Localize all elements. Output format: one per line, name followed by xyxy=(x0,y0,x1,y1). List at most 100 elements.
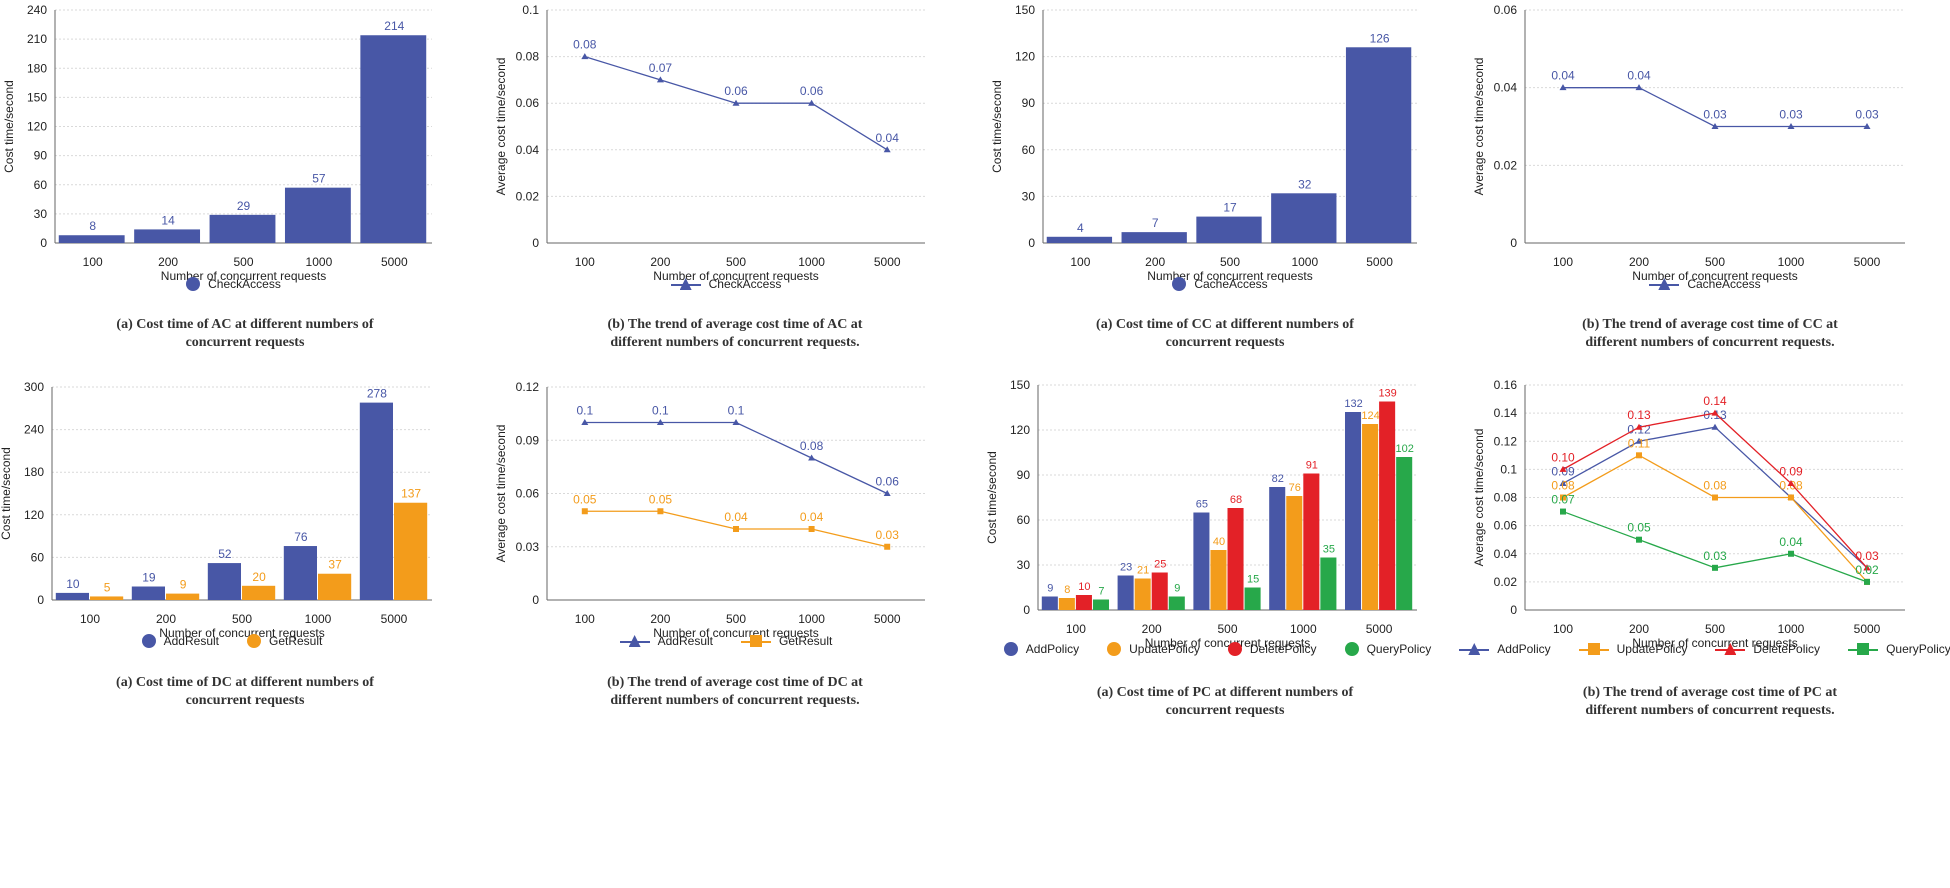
x-tick-label: 100 xyxy=(575,255,595,269)
chart-svg: 0 30 60 90 120 150 100 200 500 1000 5000 Number of … xyxy=(985,378,1417,650)
x-tick-label: 5000 xyxy=(874,255,901,269)
legend-swatch xyxy=(1459,642,1490,656)
x-axis-label: Number of concurrent requests xyxy=(161,269,326,283)
x-tick-label: 5000 xyxy=(381,612,408,626)
data-point xyxy=(1787,479,1795,486)
x-tick-label: 100 xyxy=(1553,622,1573,636)
data-point xyxy=(732,419,740,425)
bar xyxy=(207,563,241,600)
data-point xyxy=(1559,84,1567,91)
figure-caption: (b) The trend of average cost time of CC… xyxy=(1490,316,1930,352)
point-data-label: 0.14 xyxy=(1703,394,1727,408)
y-tick-label: 0 xyxy=(40,236,47,250)
bar-data-label: 7 xyxy=(1098,586,1104,598)
bar xyxy=(1134,578,1151,610)
caption-line: concurrent requests xyxy=(185,693,305,708)
y-tick-label: 0.09 xyxy=(516,433,540,447)
figure-caption: (b) The trend of average cost time of AC… xyxy=(510,316,960,352)
x-tick-label: 1000 xyxy=(1778,622,1805,636)
data-point xyxy=(883,490,891,496)
data-point xyxy=(1635,437,1643,444)
bar xyxy=(1345,47,1412,243)
bar-data-label: 278 xyxy=(367,387,387,401)
figure-caption: (b) The trend of average cost time of DC… xyxy=(510,674,960,710)
point-data-label: 0.03 xyxy=(1703,549,1727,563)
data-point xyxy=(1788,550,1794,557)
legend: CacheAccess xyxy=(1023,277,1417,291)
data-point xyxy=(1712,494,1718,501)
y-tick-label: 0 xyxy=(1510,603,1517,617)
chart-svg: 0 0.02 0.04 0.06 0.08 0.1 0.12 0.14 0.16 100 200 50… xyxy=(1472,378,1905,650)
x-tick-label: 5000 xyxy=(1366,255,1393,269)
series-line xyxy=(1562,454,1868,583)
data-point xyxy=(1864,578,1870,585)
data-point xyxy=(656,76,664,83)
caption-line: different numbers of concurrent requests… xyxy=(1585,703,1835,718)
data-point xyxy=(1559,479,1567,486)
caption-line: (a) Cost time of PC at different numbers… xyxy=(1096,685,1354,700)
data-point xyxy=(581,419,589,425)
bar-data-label: 40 xyxy=(1213,536,1225,548)
chart-dc-cost: 0 60 120 180 240 300 100 200 500 1000 5000 Number o… xyxy=(0,380,490,815)
chart-svg: 0 30 60 90 120 150 100 200 500 1000 5000 Number of … xyxy=(990,3,1417,283)
point-data-label: 0.08 xyxy=(573,38,597,52)
y-tick-label: 0.06 xyxy=(516,487,540,501)
legend: AddResult GetResult xyxy=(527,634,925,648)
y-tick-label: 180 xyxy=(24,465,44,479)
point-data-label: 0.03 xyxy=(1855,108,1879,122)
point-data-label: 0.03 xyxy=(1855,549,1879,563)
y-axis-label: Cost time/second xyxy=(0,447,13,540)
x-axis-label: Number of concurrent requests xyxy=(1632,636,1797,650)
data-point xyxy=(808,454,816,461)
caption-line: concurrent requests xyxy=(185,335,305,350)
legend-item: UpdatePolicy xyxy=(1578,642,1687,656)
bar-data-label: 10 xyxy=(66,577,80,591)
legend-swatch xyxy=(1172,277,1187,291)
point-data-label: 0.11 xyxy=(1628,436,1651,450)
legend-item: CheckAccess xyxy=(186,277,281,291)
legend-item: CheckAccess xyxy=(670,277,781,291)
bar xyxy=(242,585,276,600)
y-tick-label: 90 xyxy=(1017,468,1031,482)
series-line xyxy=(584,421,888,495)
point-data-label: 0.1 xyxy=(652,404,669,418)
bar xyxy=(394,502,428,600)
bar xyxy=(166,593,200,600)
legend-label: DeletePolicy xyxy=(1249,642,1317,656)
figure-caption: (b) The trend of average cost time of PC… xyxy=(1490,684,1930,720)
bar-data-label: 76 xyxy=(1289,482,1301,494)
bar xyxy=(90,596,124,600)
point-data-label: 0.06 xyxy=(724,84,748,98)
bar xyxy=(359,402,393,600)
y-tick-label: 0.02 xyxy=(1494,158,1518,172)
x-tick-label: 500 xyxy=(726,612,746,626)
chart-svg: 0 30 60 90 120 150 180 210 240 100 200 500 1000 5000 N… xyxy=(2,3,432,283)
bar xyxy=(1227,508,1244,610)
bar xyxy=(1303,473,1320,610)
bar-data-label: 37 xyxy=(328,558,342,572)
chart-cc-trend: 0 0.02 0.04 0.06 100 200 500 1000 5000 Number of … xyxy=(1470,0,1950,440)
chart-svg: 0 0.02 0.04 0.06 100 200 500 1000 5000 Number of … xyxy=(1472,3,1905,283)
data-point xyxy=(1635,423,1643,430)
x-tick-label: 500 xyxy=(1705,622,1725,636)
legend-swatch xyxy=(1107,642,1122,656)
y-tick-label: 240 xyxy=(24,423,44,437)
point-data-label: 0.02 xyxy=(1855,563,1879,577)
bar xyxy=(1269,487,1286,610)
y-tick-label: 30 xyxy=(34,207,48,221)
y-tick-label: 0.04 xyxy=(1494,547,1518,561)
y-tick-label: 0 xyxy=(1023,603,1030,617)
bar xyxy=(1320,557,1337,610)
y-tick-label: 30 xyxy=(1017,558,1031,572)
point-data-label: 0.03 xyxy=(876,528,900,542)
data-point xyxy=(883,146,891,153)
y-tick-label: 0.04 xyxy=(1494,81,1518,95)
point-data-label: 0.04 xyxy=(876,131,900,145)
legend-label: DeletePolicy xyxy=(1753,642,1821,656)
x-tick-label: 200 xyxy=(1142,622,1162,636)
legend-swatch xyxy=(141,634,156,648)
x-tick-label: 200 xyxy=(1629,255,1649,269)
legend-label: GetResult xyxy=(779,634,833,648)
caption-line: (a) Cost time of CC at different numbers… xyxy=(1096,317,1354,332)
legend-label: AddResult xyxy=(163,634,219,648)
